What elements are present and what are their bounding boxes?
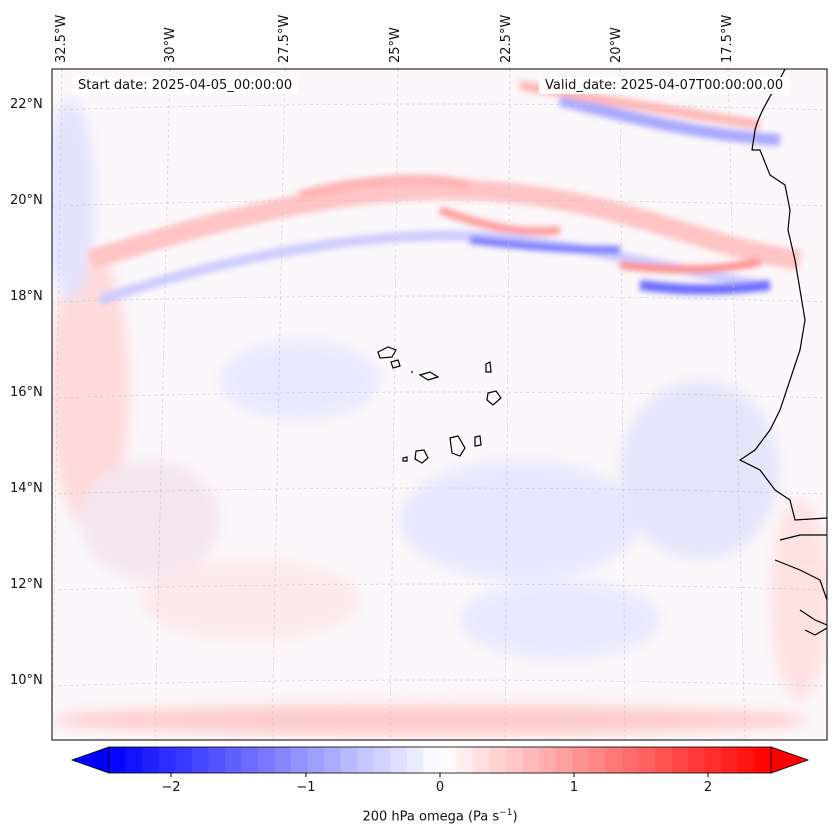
colorbar-step xyxy=(191,747,209,773)
colorbar-step xyxy=(175,747,193,773)
colorbar-min-extend xyxy=(70,746,110,774)
lat-label: 14°N xyxy=(10,481,43,496)
colorbar-step xyxy=(721,747,739,773)
colorbar-step xyxy=(274,747,292,773)
colorbar-step xyxy=(307,747,325,773)
colorbar-max-extend xyxy=(770,746,810,774)
lon-label: 27.5°W xyxy=(277,14,292,63)
colorbar-step xyxy=(622,747,640,773)
colorbar-step xyxy=(373,747,391,773)
colorbar-label-text: 200 hPa omega (Pa s xyxy=(362,809,500,825)
colorbar-step xyxy=(125,747,143,773)
colorbar-step xyxy=(456,747,474,773)
colorbar-step xyxy=(737,747,755,773)
colorbar-step xyxy=(688,747,706,773)
lat-label: 22°N xyxy=(10,97,43,112)
colorbar-step xyxy=(340,747,358,773)
colorbar-step xyxy=(109,747,127,773)
colorbar-tick-label: 0 xyxy=(435,780,445,795)
start-date-label: Start date: 2025-04-05_00:00:00 xyxy=(72,77,299,94)
colorbar-step xyxy=(257,747,275,773)
cape-verde-islands xyxy=(377,346,502,464)
lon-label: 17.5°W xyxy=(720,14,735,63)
colorbar-step xyxy=(208,747,226,773)
colorbar-step xyxy=(224,747,242,773)
lon-label: 22.5°W xyxy=(499,14,514,63)
lat-label: 18°N xyxy=(10,289,43,304)
colorbar-step xyxy=(158,747,176,773)
colorbar-step xyxy=(357,747,375,773)
colorbar-label-close: ) xyxy=(512,809,518,825)
lat-label: 12°N xyxy=(10,577,43,592)
colorbar-step xyxy=(522,747,540,773)
map-frame xyxy=(51,68,828,741)
colorbar-step xyxy=(638,747,656,773)
lat-label: 16°N xyxy=(10,385,43,400)
colorbar-label-unit-exponent: −1 xyxy=(499,808,513,818)
colorbar-step xyxy=(390,747,408,773)
colorbar-tick-label: −2 xyxy=(161,780,181,795)
colorbar-step xyxy=(406,747,424,773)
colorbar-step xyxy=(655,747,673,773)
colorbar-steps xyxy=(109,747,772,773)
colorbar-tick-label: 2 xyxy=(703,780,713,795)
colorbar-step xyxy=(704,747,722,773)
colorbar-step xyxy=(440,747,458,773)
colorbar-tick-label: 1 xyxy=(569,780,579,795)
colorbar xyxy=(70,746,810,777)
colorbar-step xyxy=(555,747,573,773)
lat-label: 10°N xyxy=(10,673,43,688)
colorbar-step xyxy=(423,747,441,773)
colorbar-step xyxy=(241,747,259,773)
colorbar-step xyxy=(605,747,623,773)
colorbar-step xyxy=(754,747,772,773)
omega-field xyxy=(52,69,827,740)
graticule xyxy=(52,69,827,740)
colorbar-step xyxy=(291,747,309,773)
colorbar-step xyxy=(473,747,491,773)
colorbar-step xyxy=(506,747,524,773)
colorbar-step xyxy=(588,747,606,773)
colorbar-step xyxy=(489,747,507,773)
colorbar-step xyxy=(324,747,342,773)
colorbar-step xyxy=(539,747,557,773)
lat-label: 20°N xyxy=(10,193,43,208)
colorbar-step xyxy=(671,747,689,773)
colorbar-step xyxy=(572,747,590,773)
lon-label: 25°W xyxy=(388,27,403,63)
colorbar-step xyxy=(142,747,160,773)
lon-label: 30°W xyxy=(163,27,178,63)
coastline xyxy=(738,69,827,636)
lon-label: 20°W xyxy=(609,27,624,63)
valid-date-label: Valid_date: 2025-04-07T00:00:00.00 xyxy=(539,77,790,94)
colorbar-label: 200 hPa omega (Pa s−1) xyxy=(362,808,517,824)
lon-label: 32.5°W xyxy=(54,14,69,63)
colorbar-tick-label: −1 xyxy=(296,780,316,795)
